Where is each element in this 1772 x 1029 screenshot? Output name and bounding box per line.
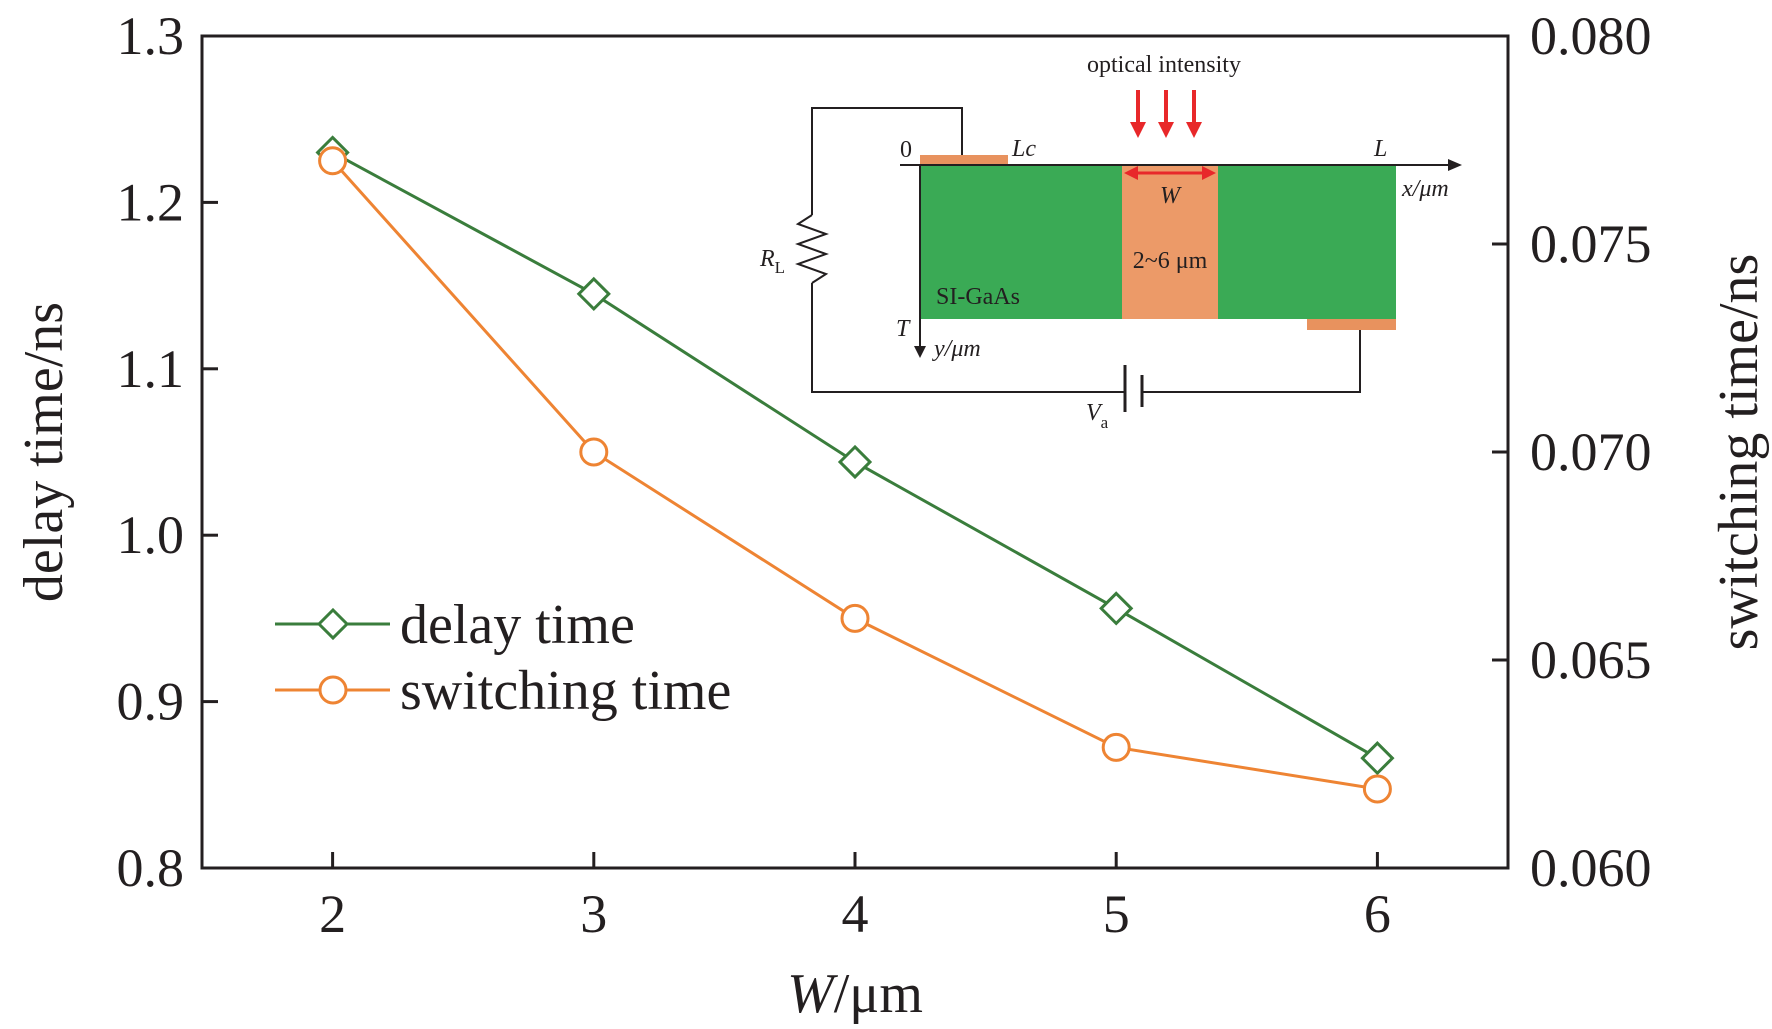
circuit-wire-right: [1142, 330, 1361, 393]
right-tick-label: 0.080: [1530, 6, 1652, 66]
inset-material-label: SI-GaAs: [936, 284, 1020, 310]
right-axis-ticks: 0.060 0.065 0.070 0.075 0.080: [1492, 6, 1652, 898]
left-tick-label: 1.2: [117, 172, 185, 232]
optical-arrows: [1130, 90, 1202, 138]
legend: delay time switching time: [275, 594, 731, 722]
legend-marker-delay: [316, 607, 350, 641]
data-point-delay-time: [1099, 591, 1134, 626]
right-tick-label: 0.060: [1530, 838, 1652, 898]
circuit-wire-top: [811, 107, 963, 215]
left-tick-label: 0.9: [117, 672, 185, 732]
data-point-switching-time: [318, 146, 348, 176]
illumination-window: [1122, 166, 1218, 319]
y-axis-right-title: switching time/ns: [1708, 254, 1770, 651]
legend-marker-switching: [318, 675, 348, 705]
inset-rl-label: RL: [759, 246, 785, 277]
data-point-delay-time: [837, 444, 873, 480]
left-tick-label: 1.3: [117, 6, 185, 66]
left-tick-label: 1.1: [117, 339, 185, 399]
inset-va-label: Va: [1086, 400, 1109, 432]
w-arrow-left: [1124, 166, 1138, 180]
inset-x-axis-label: x/μm: [1401, 176, 1449, 202]
legend-label-switching: switching time: [400, 660, 731, 722]
inset-schematic: optical intensity 0 Lc: [759, 52, 1462, 432]
data-point-switching-time: [840, 603, 870, 633]
x-tick-label: 3: [580, 884, 607, 944]
right-tick-label: 0.075: [1530, 214, 1652, 274]
data-point-delay-time: [576, 276, 611, 312]
inset-x-axis-arrow: [1448, 159, 1462, 171]
y-axis-left-title: delay time/ns: [13, 302, 75, 602]
w-arrow-right: [1202, 166, 1216, 180]
inset-w-label: W: [1160, 183, 1182, 209]
bottom-axis-ticks: 2 3 4 5 6: [319, 852, 1391, 944]
inset-width-range: 2~6 μm: [1133, 248, 1208, 274]
inset-l-label: L: [1373, 136, 1387, 162]
x-tick-label: 2: [319, 884, 346, 944]
left-tick-label: 1.0: [117, 505, 185, 565]
left-tick-label: 0.8: [117, 838, 185, 898]
inset-t-label: T: [896, 316, 911, 342]
x-tick-label: 5: [1103, 884, 1130, 944]
inset-lc-label: Lc: [1011, 136, 1036, 162]
x-axis-title: W/μm: [787, 963, 923, 1025]
electrode-bottom: [1307, 319, 1396, 330]
data-point-switching-time: [1362, 774, 1392, 804]
data-point-switching-time: [579, 437, 609, 467]
inset-y-axis-arrow: [914, 346, 926, 358]
series-layer: [315, 135, 1395, 804]
inset-y-axis-label: y/μm: [932, 336, 981, 362]
legend-label-delay: delay time: [400, 594, 635, 656]
right-tick-label: 0.065: [1530, 630, 1652, 690]
data-point-delay-time: [1360, 741, 1395, 776]
right-tick-label: 0.070: [1530, 422, 1652, 482]
resistor-rl: [795, 214, 829, 284]
data-point-switching-time: [1101, 732, 1131, 762]
inset-origin-label: 0: [900, 137, 912, 163]
inset-optical-label: optical intensity: [1087, 52, 1241, 78]
left-axis-ticks: 0.8 0.9 1.0 1.1 1.2 1.3: [117, 6, 218, 898]
circuit-wire-left: [811, 283, 1125, 393]
x-axis-variable: W: [787, 963, 838, 1025]
x-tick-label: 4: [842, 884, 869, 944]
electrode-top: [920, 155, 1008, 166]
x-tick-label: 6: [1364, 884, 1391, 944]
x-axis-unit: /μm: [834, 963, 923, 1025]
